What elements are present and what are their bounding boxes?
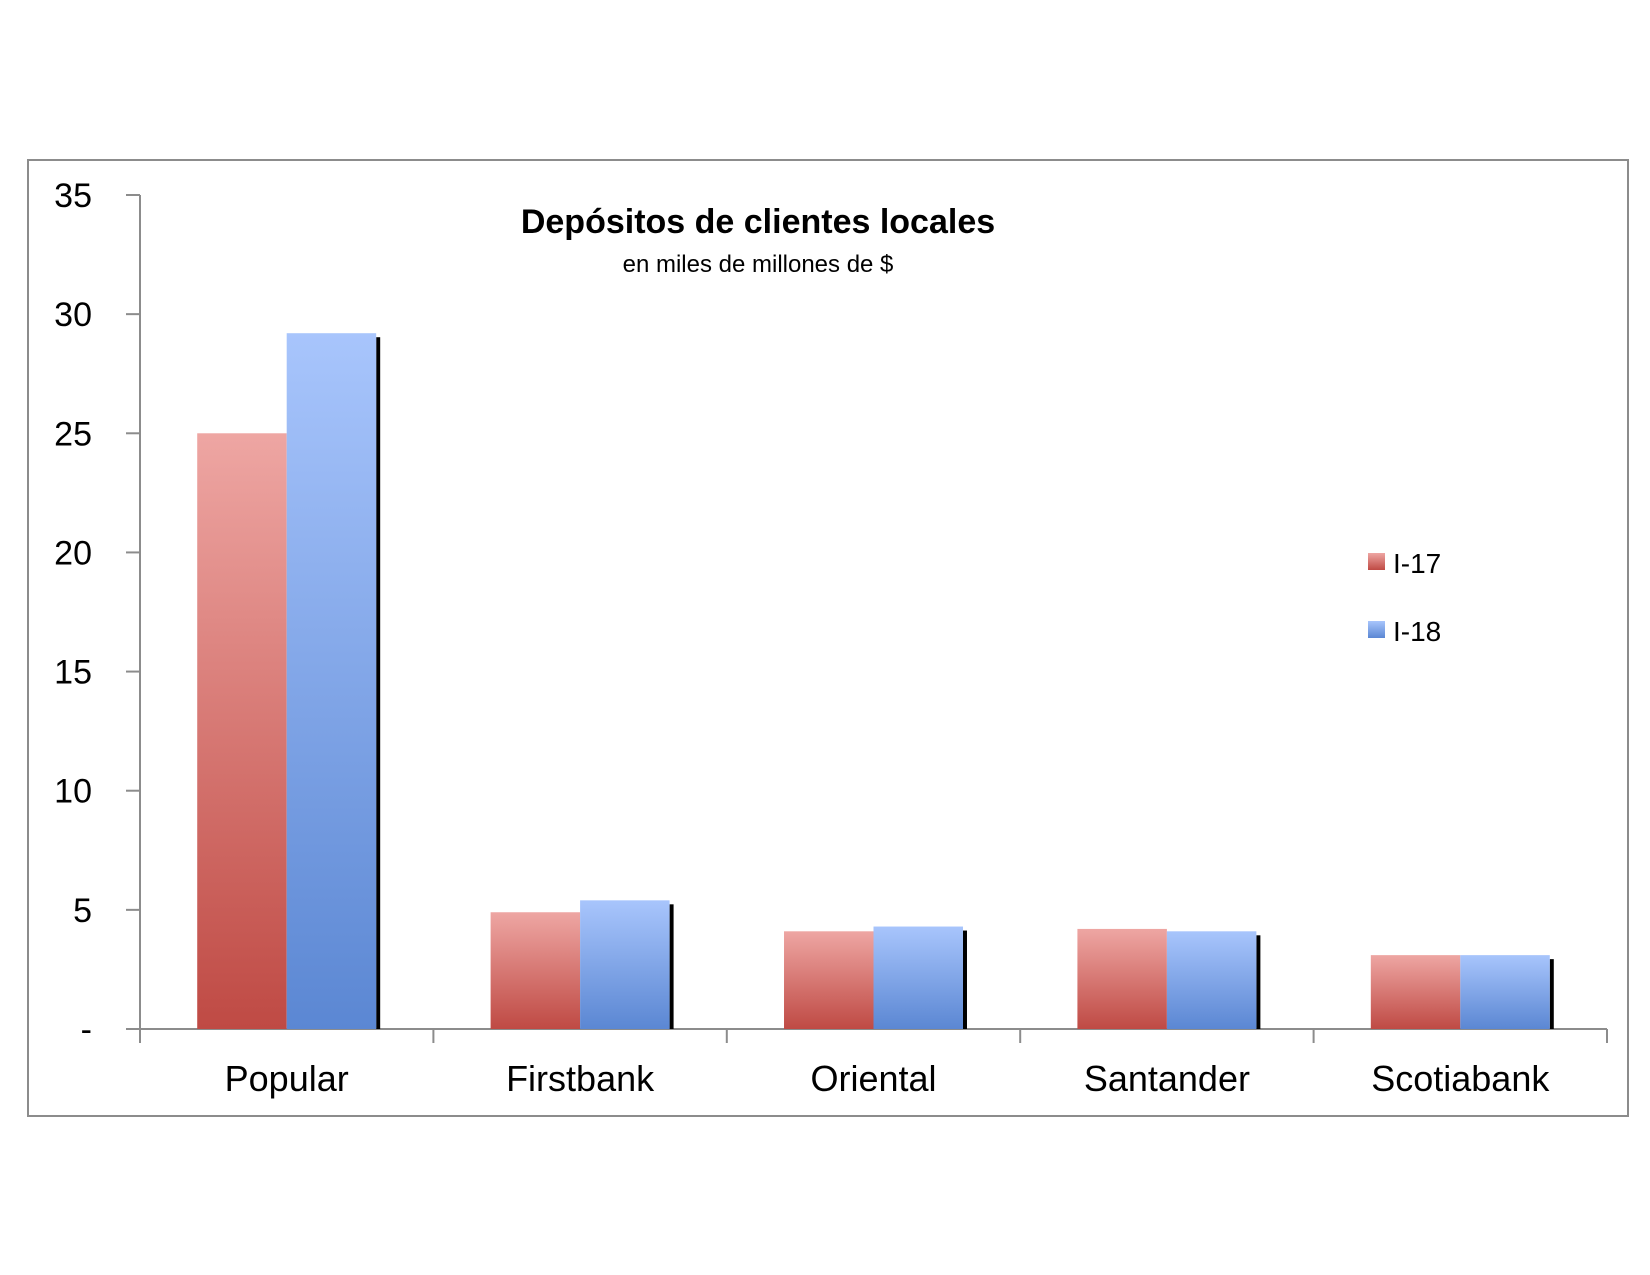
bar-shadow: [376, 337, 381, 1030]
legend-swatch: [1368, 621, 1385, 638]
y-tick-label: -: [81, 1011, 92, 1049]
x-tick-label: Oriental: [810, 1058, 936, 1099]
y-tick-label: 25: [54, 415, 92, 453]
legend-swatch: [1368, 553, 1385, 570]
bar-i-18-popular: [286, 333, 377, 1030]
bars: [197, 333, 1554, 1030]
x-tick-label: Popular: [225, 1058, 349, 1099]
y-tick-label: 35: [54, 177, 92, 215]
x-tick-label: Santander: [1084, 1058, 1250, 1099]
chart-subtitle: en miles de millones de $: [623, 251, 894, 278]
y-tick-label: 5: [73, 892, 92, 930]
bar-i-18-santander: [1166, 931, 1257, 1029]
bar-shadow: [1256, 935, 1261, 1029]
y-tick-label: 10: [54, 773, 92, 811]
bar-i-18-scotiabank: [1460, 955, 1550, 1029]
bar-i-18-firstbank: [580, 900, 670, 1029]
axis-labels: - 5 10 15 20 25 30 35 Popular Firstbank Oriental Sa…: [54, 177, 1550, 1099]
bar-shadow: [1549, 959, 1554, 1029]
bar-i-18-oriental: [873, 926, 963, 1029]
x-tick-label: Scotiabank: [1371, 1058, 1550, 1099]
y-tick-label: 30: [54, 296, 92, 334]
bar-i-17-popular: [197, 433, 287, 1029]
bar-shadow: [962, 930, 967, 1029]
bar-i-17-santander: [1077, 928, 1167, 1029]
bar-shadow: [669, 904, 674, 1029]
legend-label: I-18: [1393, 616, 1441, 647]
x-tick-label: Firstbank: [506, 1058, 655, 1099]
bar-i-17-scotiabank: [1370, 955, 1461, 1029]
bar-i-17-firstbank: [490, 912, 581, 1029]
y-tick-label: 15: [54, 654, 92, 692]
legend: I-17 I-18: [1368, 548, 1441, 647]
bar-i-17-oriental: [784, 931, 874, 1029]
y-tick-label: 20: [54, 534, 92, 572]
legend-label: I-17: [1393, 548, 1441, 579]
chart-title: Depósitos de clientes locales: [521, 203, 995, 241]
